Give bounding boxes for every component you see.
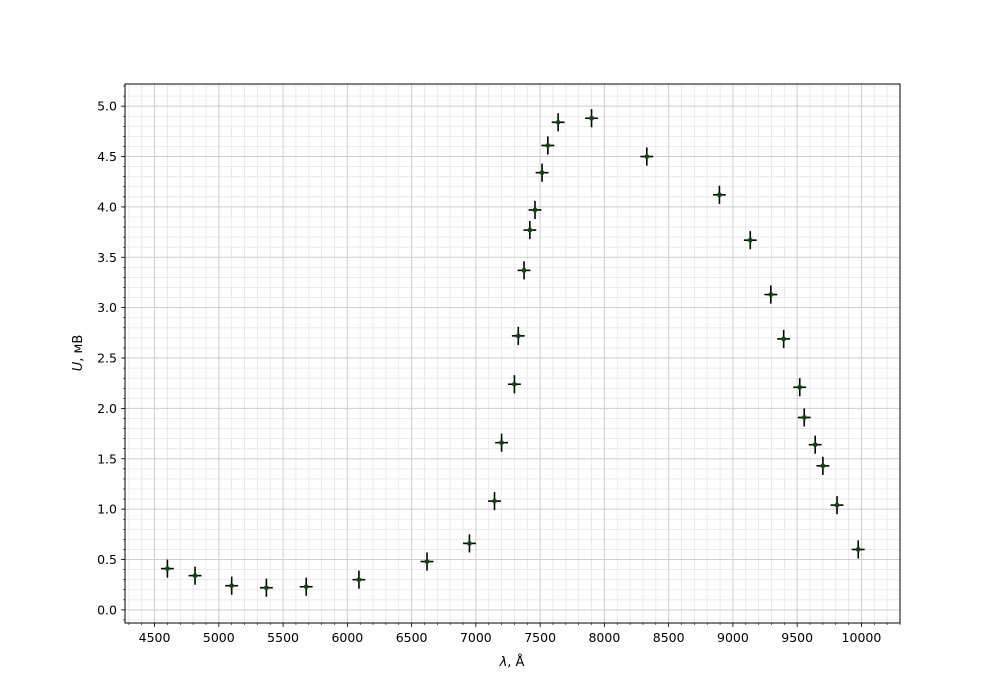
- y-tick-label: 4.5: [97, 149, 117, 164]
- y-axis-label: U, мВ: [71, 335, 86, 372]
- data-point: [712, 185, 726, 204]
- point-marker: [512, 381, 517, 387]
- major-grid: [125, 84, 900, 623]
- data-point: [259, 578, 273, 597]
- point-marker: [499, 440, 504, 446]
- data-point: [508, 375, 521, 394]
- x-axis-variable: λ: [499, 655, 508, 670]
- point-marker: [424, 559, 430, 564]
- data-point: [851, 540, 865, 559]
- x-tick-label: 6000: [331, 630, 363, 645]
- data-point: [488, 492, 501, 511]
- data-point: [495, 433, 509, 452]
- point-marker: [521, 267, 527, 273]
- y-tick-label: 5.0: [97, 99, 117, 114]
- x-tick-label: 7500: [524, 630, 556, 645]
- data-point: [523, 221, 537, 240]
- data-point: [420, 552, 434, 571]
- data-point: [808, 435, 822, 454]
- data-point: [764, 285, 778, 304]
- y-tick-label: 0.5: [97, 552, 117, 567]
- x-tick-label: 4500: [139, 630, 171, 645]
- y-tick-label: 1.0: [97, 502, 117, 517]
- point-marker: [165, 566, 170, 571]
- y-tick-label: 4.0: [97, 199, 117, 214]
- point-marker: [532, 207, 538, 213]
- point-marker: [781, 336, 787, 342]
- data-point: [528, 200, 542, 220]
- data-point: [535, 163, 549, 182]
- point-marker: [768, 292, 774, 297]
- point-marker: [527, 227, 533, 233]
- data-point: [225, 576, 239, 595]
- point-marker: [644, 154, 650, 159]
- data-point: [777, 329, 791, 348]
- data-point: [797, 408, 811, 427]
- point-marker: [812, 442, 818, 448]
- point-marker: [467, 541, 472, 546]
- y-tick-label: 2.0: [97, 401, 117, 416]
- data-point: [830, 496, 844, 515]
- data-point: [793, 378, 807, 397]
- point-marker: [545, 143, 551, 148]
- x-tick-label: 6500: [396, 630, 428, 645]
- data-point: [160, 559, 174, 578]
- data-point: [511, 326, 525, 345]
- point-marker: [356, 577, 362, 583]
- data-point: [551, 113, 565, 132]
- point-marker: [192, 573, 198, 579]
- x-tick-label: 9000: [717, 630, 749, 645]
- x-tick-label: 8500: [653, 630, 685, 645]
- data-points: [160, 109, 865, 597]
- data-point: [517, 261, 531, 280]
- data-point: [640, 147, 654, 166]
- point-marker: [515, 333, 521, 339]
- data-point: [352, 570, 366, 589]
- x-tick-label: 9500: [781, 630, 813, 645]
- x-axis-unit: , Å: [507, 654, 524, 670]
- point-marker: [797, 384, 803, 390]
- data-point: [585, 109, 598, 128]
- point-marker: [717, 192, 722, 198]
- y-tick-label: 1.5: [97, 451, 117, 466]
- y-tick-label: 0.0: [97, 602, 117, 617]
- x-tick-label: 7000: [460, 630, 492, 645]
- x-tick-label: 8000: [588, 630, 620, 645]
- point-marker: [747, 237, 753, 243]
- point-marker: [820, 463, 826, 469]
- data-point: [541, 136, 555, 155]
- x-tick-label: 10000: [842, 630, 882, 645]
- data-point: [299, 577, 313, 596]
- y-axis-variable: U: [71, 361, 86, 371]
- data-point: [816, 456, 830, 475]
- x-tick-label: 5000: [203, 630, 235, 645]
- point-marker: [492, 498, 497, 504]
- point-marker: [539, 170, 545, 176]
- point-marker: [801, 415, 807, 420]
- point-marker: [303, 584, 309, 590]
- point-marker: [263, 585, 269, 591]
- point-marker: [834, 502, 840, 508]
- data-point: [188, 566, 202, 585]
- data-point: [743, 231, 757, 250]
- x-axis-label: λ, Å: [499, 654, 525, 670]
- y-axis-unit: , мВ: [71, 335, 86, 362]
- x-tick-label: 5500: [267, 630, 299, 645]
- y-tick-label: 3.5: [97, 250, 117, 265]
- point-marker: [229, 583, 235, 589]
- axis-ticks: 4500 5000 5500 6000 6500 7000 7500 8000 8500 9000…: [97, 85, 901, 645]
- point-marker: [555, 119, 561, 125]
- y-tick-label: 3.0: [97, 300, 117, 315]
- data-point: [463, 534, 476, 553]
- point-marker: [855, 547, 861, 552]
- y-tick-label: 2.5: [97, 351, 117, 366]
- plot-frame: [124, 83, 901, 624]
- point-marker: [589, 115, 594, 121]
